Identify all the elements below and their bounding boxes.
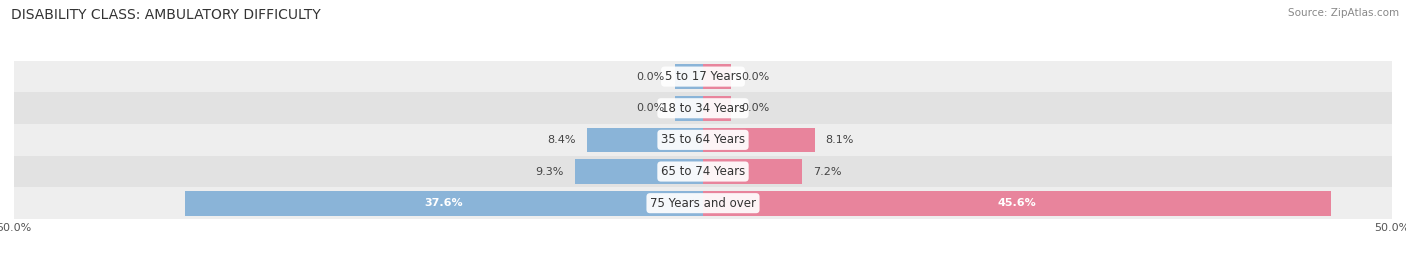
Text: 37.6%: 37.6% <box>425 198 463 208</box>
Bar <box>703 159 803 184</box>
Bar <box>703 191 1331 215</box>
Text: 8.1%: 8.1% <box>825 135 853 145</box>
Text: 0.0%: 0.0% <box>636 103 665 113</box>
Bar <box>703 128 814 152</box>
Bar <box>14 93 1392 124</box>
Bar <box>14 124 1392 156</box>
Bar <box>703 64 731 89</box>
Text: 0.0%: 0.0% <box>636 72 665 82</box>
Bar <box>14 187 1392 219</box>
Text: Source: ZipAtlas.com: Source: ZipAtlas.com <box>1288 8 1399 18</box>
Text: 45.6%: 45.6% <box>998 198 1036 208</box>
Bar <box>14 156 1392 187</box>
Text: 8.4%: 8.4% <box>548 135 576 145</box>
Bar <box>675 96 703 121</box>
Bar <box>14 61 1392 93</box>
Text: 35 to 64 Years: 35 to 64 Years <box>661 133 745 146</box>
Text: 7.2%: 7.2% <box>813 167 842 176</box>
Bar <box>575 159 703 184</box>
Text: 0.0%: 0.0% <box>741 72 770 82</box>
Text: 18 to 34 Years: 18 to 34 Years <box>661 102 745 115</box>
Text: 0.0%: 0.0% <box>741 103 770 113</box>
Bar <box>675 64 703 89</box>
Bar <box>703 96 731 121</box>
Text: 5 to 17 Years: 5 to 17 Years <box>665 70 741 83</box>
Text: 65 to 74 Years: 65 to 74 Years <box>661 165 745 178</box>
Bar <box>588 128 703 152</box>
Bar <box>186 191 703 215</box>
Text: 75 Years and over: 75 Years and over <box>650 197 756 210</box>
Text: 9.3%: 9.3% <box>536 167 564 176</box>
Text: DISABILITY CLASS: AMBULATORY DIFFICULTY: DISABILITY CLASS: AMBULATORY DIFFICULTY <box>11 8 321 22</box>
